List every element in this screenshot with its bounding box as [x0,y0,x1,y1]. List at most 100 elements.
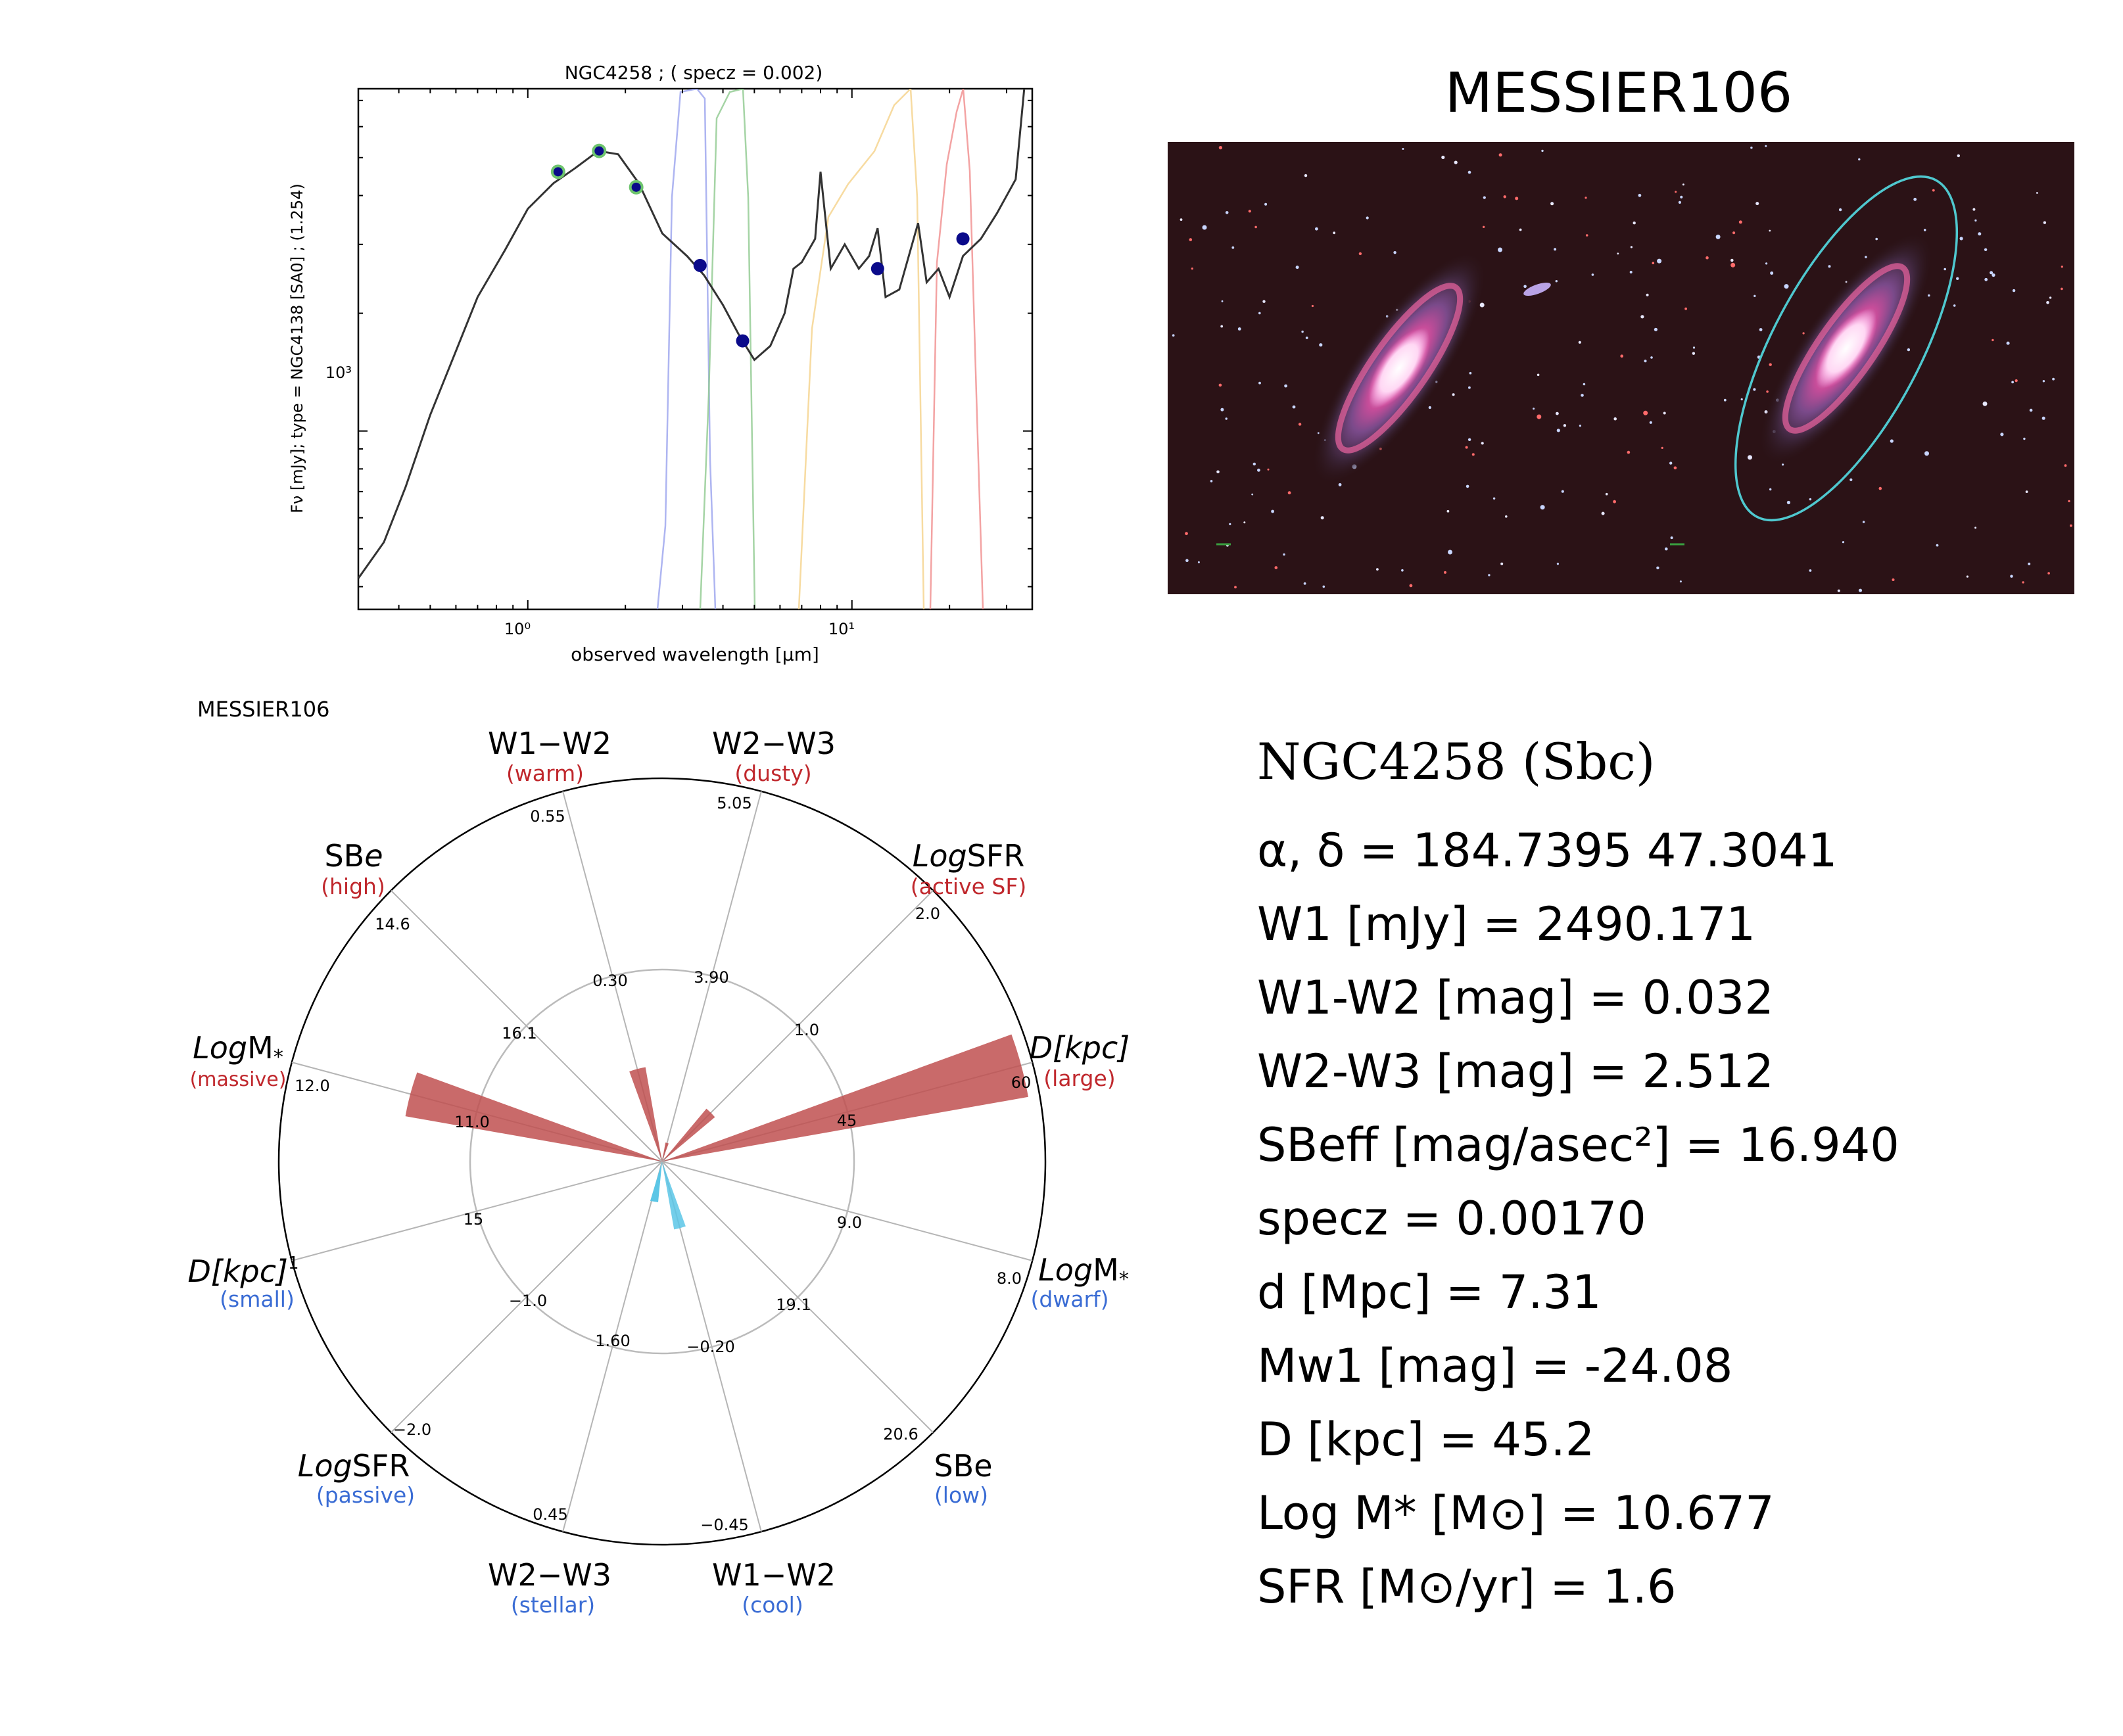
star [1481,442,1484,445]
star [1913,197,1917,201]
star [1865,256,1867,258]
info-lines: α, δ = 184.7395 47.3041 W1 [mJy] = 2490.1… [1257,824,1899,1614]
star [1715,234,1721,239]
star [1670,536,1673,540]
star [1649,421,1652,424]
star [1257,468,1260,472]
sed-xtick-1: 10⁰ [504,620,531,638]
star [1298,423,1302,426]
star [1483,196,1486,199]
tick-w2w3-top-outer: 5.05 [717,794,751,812]
image-title: MESSIER106 [1445,60,1793,125]
tick-w1w2-top-outer: 0.55 [530,807,565,826]
radar-axis-labels: W1−W2 (warm) W2−W3 (dusty) LogSFR (activ… [188,726,1130,1618]
star [1738,220,1742,224]
star [1251,493,1254,496]
tick-logm-left-outer: 12.0 [295,1077,329,1095]
axis-logsfr-passive-sub: (passive) [316,1482,415,1508]
tick-w1w2-bottom-inner: −0.20 [686,1338,735,1356]
star [1292,405,1296,409]
star [1956,277,1959,280]
radar-bar [662,1034,1028,1161]
star [1770,271,1774,275]
star [1972,208,1976,211]
star [1284,384,1287,388]
star [2029,408,2033,412]
star [1620,354,1623,358]
tick-w2w3-bottom-inner: 1.60 [595,1332,630,1350]
star [1769,488,1772,491]
axis-w2w3-dusty-sub: (dusty) [734,761,811,786]
star [1556,429,1560,433]
star [1652,262,1655,265]
star [1966,575,1968,578]
star [1467,438,1471,441]
star [2015,379,2018,383]
star [1338,483,1342,486]
star [2049,296,2052,299]
star [2000,433,2004,436]
info-line: W1-W2 [mag] = 0.032 [1257,971,1774,1025]
radar-outer-circle [277,777,1047,1546]
info-line: Log M* [M⊙] = 10.677 [1257,1486,1775,1540]
axis-logm-massive-sub: (massive) [190,1068,287,1091]
star [1554,248,1557,251]
star [1673,466,1677,470]
star [1654,327,1658,331]
info-line: W2-W3 [mag] = 2.512 [1257,1044,1774,1098]
radar-bar [405,1072,662,1161]
star [1643,410,1648,415]
radar-spoke [661,1161,1033,1261]
star [1605,492,1608,496]
star [1333,231,1336,235]
axis-sbe-high-sub: (high) [321,874,385,899]
star [1613,500,1617,504]
star [1537,414,1542,419]
radar-spoke [391,1161,663,1433]
star [1842,541,1845,544]
star [1862,521,1865,523]
star [1482,225,1485,228]
star [1220,408,1224,411]
info-line: W1 [mJy] = 2490.171 [1257,897,1755,951]
star [1732,231,1736,235]
star [1218,146,1222,150]
star [1561,490,1564,493]
star [1878,486,1882,490]
star [1678,200,1681,204]
info-line: SBeff [mag/asec²] = 16.940 [1257,1118,1899,1172]
star [1682,183,1684,186]
star [1978,232,1982,236]
star [2028,562,2031,565]
star [1665,547,1668,551]
star [1692,352,1696,355]
photometry-point-core [594,146,604,156]
photometry-point-core [631,182,641,192]
star [1890,439,1894,443]
star [2022,581,2024,584]
star [1750,147,1753,149]
sed-plot: NGC4258 ; ( specz = 0.002) 10⁰ 10¹ 10³ o… [288,62,1034,665]
axis-d-large: D[kpc] [1030,1030,1130,1066]
star [1837,589,1840,592]
star [1638,193,1642,197]
sed-photometry-points [550,143,970,348]
star [1358,252,1362,256]
star [1301,330,1304,333]
star [1210,480,1213,482]
galaxy-left [1312,252,1486,484]
galaxy-image-panel: MESSIER106 [1168,60,2074,594]
star [1503,195,1506,199]
star [1320,516,1324,520]
star [1657,258,1662,264]
filter-curves [656,89,984,609]
star [1305,337,1308,339]
star [1311,304,1314,308]
star [2043,221,2047,224]
radar-bar [662,1142,669,1161]
star [2052,377,2055,381]
star [1892,578,1895,581]
axis-d-large-sub: (large) [1043,1066,1115,1091]
star [1180,218,1183,221]
tick-d-right-inner: 45 [837,1112,857,1130]
